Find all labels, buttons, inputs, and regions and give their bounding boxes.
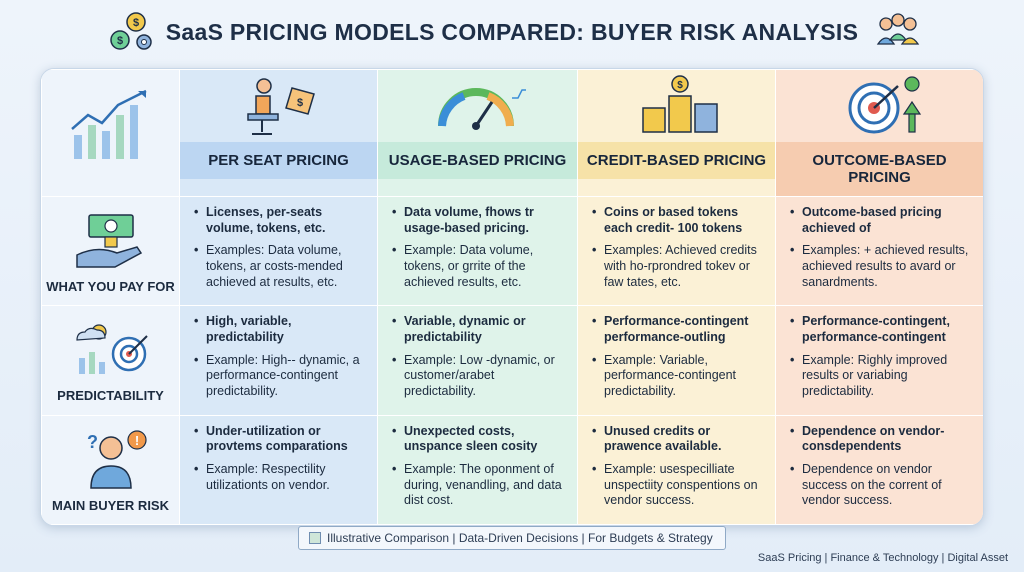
cell-lead: Variable, dynamic or predictability — [392, 314, 567, 345]
cell-lead: Performance-contingent performance-outli… — [592, 314, 765, 345]
column-header-outcome: OUTCOME-BASED PRICING — [775, 69, 983, 197]
column-label: CREDIT-BASED PRICING — [578, 142, 775, 179]
footer-text: Illustrative Comparison | Data-Driven De… — [327, 531, 713, 545]
cell-example: Example: usespecilliate unspectiity cons… — [592, 462, 765, 509]
svg-text:$: $ — [117, 35, 123, 47]
svg-text:$: $ — [677, 80, 683, 91]
row-header: PREDICTABILITY — [41, 305, 180, 416]
cell-example: Examples: Achieved credits with ho-rpron… — [592, 243, 765, 290]
cell-example: Example: Data volume, tokens, or grrite … — [392, 243, 567, 290]
column-label: OUTCOME-BASED PRICING — [776, 142, 983, 196]
row-header: ? ! MAIN BUYER RISK — [41, 414, 180, 525]
table-row: PREDICTABILITY High, variable, predictab… — [41, 305, 983, 416]
footer-caption: Illustrative Comparison | Data-Driven De… — [298, 526, 726, 550]
column-label: PER SEAT PRICING — [180, 142, 377, 179]
cell-lead: High, variable, predictability — [194, 314, 367, 345]
table-cell: Licenses, per-seats volume, tokens, etc.… — [179, 195, 378, 307]
speedometer-icon — [378, 70, 577, 142]
table-row: ? ! MAIN BUYER RISK Under-utilization or… — [41, 414, 983, 525]
worried-person-icon: ? ! — [42, 416, 179, 494]
row-header: WHAT YOU PAY FOR — [41, 195, 180, 307]
table-cell: Under-utilization or provtems comparatio… — [179, 414, 378, 525]
cell-example: Example: Variable, performance-contingen… — [592, 353, 765, 400]
cell-lead: Outcome-based pricing achieved of — [790, 205, 973, 236]
table-cell: Unused credits or prawence available. Ex… — [577, 414, 776, 525]
column-header-per-seat: $ PER SEAT PRICING — [179, 69, 378, 197]
cell-example: Examples: + achieved results, achieved r… — [790, 243, 973, 290]
weather-target-icon — [42, 306, 179, 384]
table-cell: Coins or based tokens each credit- 100 t… — [577, 195, 776, 307]
cell-lead: Unused credits or prawence available. — [592, 424, 765, 455]
money-gear-icon: $ $ — [108, 10, 158, 59]
growth-chart-icon — [42, 70, 179, 180]
cell-lead: Licenses, per-seats volume, tokens, etc. — [194, 205, 367, 236]
credit-line: SaaS Pricing | Finance & Technology | Di… — [757, 552, 1008, 564]
row-label: MAIN BUYER RISK — [51, 497, 169, 513]
checkbox-square-icon — [309, 532, 321, 544]
comparison-table: $ PER SEAT PRICING USAGE-BASED P — [41, 69, 983, 525]
target-arrows-icon — [776, 70, 983, 142]
cell-lead: Data volume, fhows tr usage-based pricin… — [392, 205, 567, 236]
cell-example: Example: High-- dynamic, a performance-c… — [194, 353, 367, 400]
cell-lead: Performance-contingent, performance-cont… — [790, 314, 973, 345]
table-cell: Outcome-based pricing achieved of Exampl… — [775, 195, 983, 307]
column-header-credit: $ CREDIT-BASED PRICING — [577, 69, 776, 197]
svg-text:!: ! — [134, 433, 138, 448]
header-row: $ PER SEAT PRICING USAGE-BASED P — [41, 69, 983, 197]
cell-example: Example: Respectility utilizationts on v… — [194, 462, 367, 493]
column-label: USAGE-BASED PRICING — [378, 142, 577, 179]
table-cell: Data volume, fhows tr usage-based pricin… — [377, 195, 578, 307]
people-icon — [872, 10, 922, 59]
column-header-usage: USAGE-BASED PRICING — [377, 69, 578, 197]
header: SaaS PRICING MODELS COMPARED: BUYER RISK… — [0, 10, 1024, 54]
svg-text:$: $ — [133, 17, 139, 29]
cell-lead: Coins or based tokens each credit- 100 t… — [592, 205, 765, 236]
table-cell: Variable, dynamic or predictability Exam… — [377, 305, 578, 416]
table-cell: High, variable, predictability Example: … — [179, 305, 378, 416]
corner-cell — [41, 69, 180, 197]
cell-lead: Under-utilization or provtems comparatio… — [194, 424, 367, 455]
cell-example: Example: The oponment of during, venandl… — [392, 462, 567, 509]
table-row: WHAT YOU PAY FOR Licenses, per-seats vol… — [41, 195, 983, 307]
row-label: WHAT YOU PAY FOR — [46, 279, 175, 294]
table-cell: Dependence on vendor-consdependents Depe… — [775, 414, 983, 525]
cell-example: Example: Righly improved results or vari… — [790, 353, 973, 400]
svg-text:$: $ — [296, 97, 302, 109]
cell-example: Dependence on vendor success on the corr… — [790, 462, 973, 509]
seat-tag-icon: $ — [180, 70, 377, 142]
table-cell: Performance-contingent, performance-cont… — [775, 305, 983, 416]
table-cell: Unexpected costs, unspance sleen cosity … — [377, 414, 578, 525]
table-cell: Performance-contingent performance-outli… — [577, 305, 776, 416]
cell-example: Example: Low -dynamic, or customer/arabe… — [392, 353, 567, 400]
cell-example: Examples: Data volume, tokens, ar costs-… — [194, 243, 367, 290]
cell-lead: Unexpected costs, unspance sleen cosity — [392, 424, 567, 455]
hand-cash-icon — [42, 197, 179, 275]
svg-text:?: ? — [87, 432, 98, 452]
row-label: PREDICTABILITY — [57, 388, 164, 404]
cell-lead: Dependence on vendor-consdependents — [790, 424, 973, 455]
comparison-panel: $ PER SEAT PRICING USAGE-BASED P — [40, 68, 984, 526]
coin-stack-icon: $ — [578, 70, 775, 142]
page-title: SaaS PRICING MODELS COMPARED: BUYER RISK… — [165, 18, 859, 45]
